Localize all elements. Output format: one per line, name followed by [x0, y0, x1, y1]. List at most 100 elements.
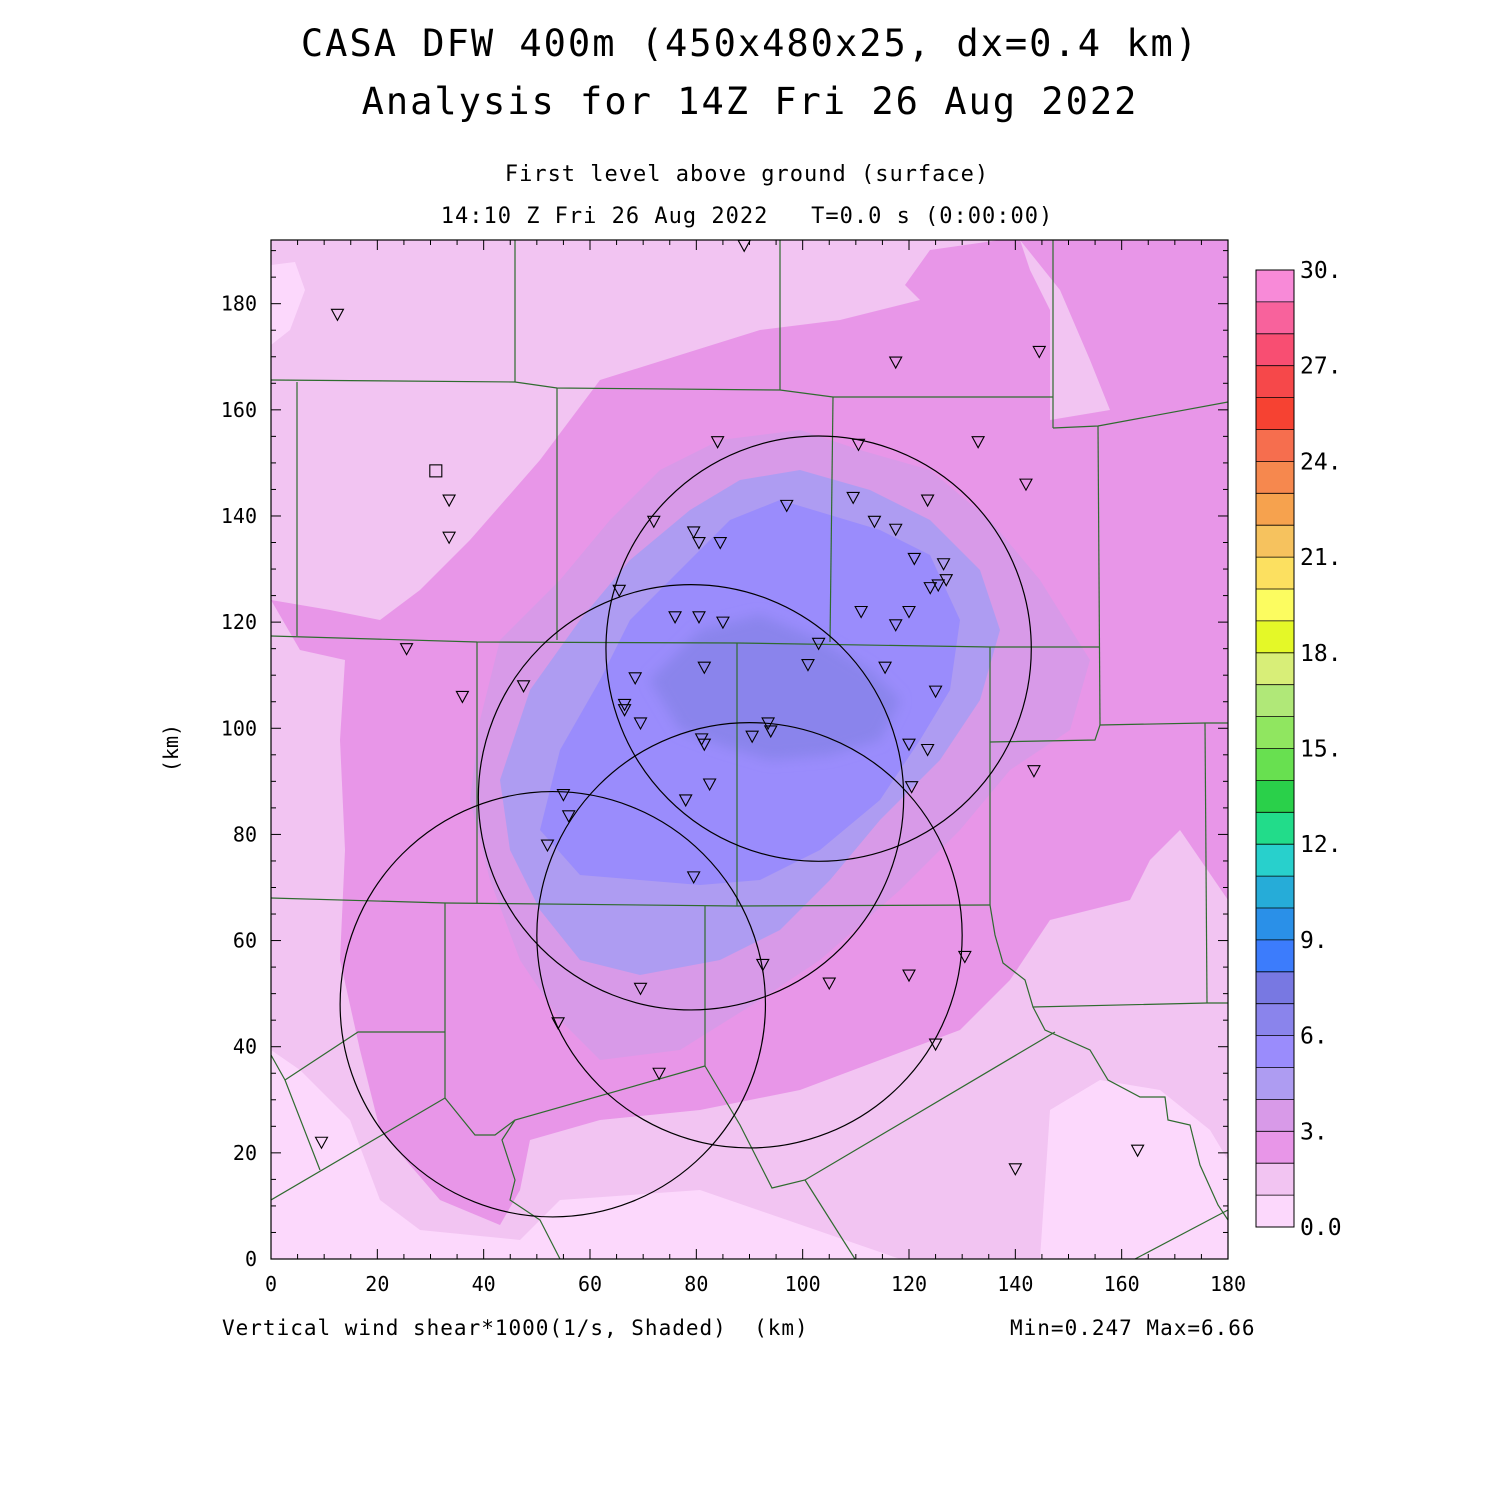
station-marker	[702, 778, 717, 792]
colorbar-swatch	[1256, 620, 1294, 654]
colorbar-swatch	[1256, 589, 1294, 622]
station-marker	[811, 637, 826, 651]
radar-ring-2	[477, 583, 905, 1011]
colorbar-swatch	[1256, 333, 1294, 367]
y-tick-label: 20	[233, 1141, 257, 1165]
colorbar-label: 9.	[1300, 928, 1328, 954]
x-tick-label: 180	[1210, 1272, 1246, 1296]
station-marker	[907, 552, 922, 566]
colorbar-swatch	[1256, 525, 1294, 558]
station-marker	[971, 436, 986, 449]
station-marker	[745, 730, 760, 744]
colorbar-label: 21.	[1300, 545, 1342, 571]
colorbar-swatch	[1256, 939, 1294, 973]
station-marker	[686, 871, 701, 885]
colorbar-swatch	[1256, 876, 1294, 909]
station-marker	[617, 704, 632, 717]
station-marker	[1019, 478, 1033, 492]
axis-ticks	[270, 240, 1229, 1260]
station-marker	[902, 969, 916, 983]
colorbar-swatch	[1256, 652, 1294, 686]
colorbar-swatch	[1256, 684, 1294, 718]
colorbar-label: 24.	[1300, 449, 1342, 475]
field-band-lightest-bottom-right	[1040, 1080, 1228, 1259]
station-marker	[442, 531, 457, 545]
shear-field	[271, 240, 1228, 1259]
y-tick-label: 160	[221, 398, 257, 422]
station-marker	[540, 839, 555, 853]
station-marker	[399, 643, 414, 656]
colorbar-swatch	[1256, 461, 1294, 494]
y-tick-label: 80	[233, 822, 257, 846]
station-marker	[516, 680, 531, 693]
station-marker	[846, 491, 861, 505]
x-tick-label: 120	[891, 1272, 927, 1296]
radar-ring-3	[536, 721, 963, 1149]
colorbar-label: 15.	[1300, 737, 1342, 763]
station-marker	[851, 438, 866, 452]
colorbar-swatch	[1256, 844, 1294, 877]
station-marker	[442, 494, 457, 508]
station-marker	[715, 616, 730, 630]
station-marker	[936, 558, 951, 571]
station-marker	[755, 958, 770, 972]
colorbar-swatch	[1256, 1099, 1294, 1132]
colorbar-swatch	[1256, 1131, 1294, 1164]
station-marker	[697, 738, 712, 752]
station-marker	[920, 743, 935, 757]
station-marker	[713, 536, 728, 550]
axis-tick-labels: 0 20 40 60 80 100 120 140 160 180 0 20 40 60 80 100 120 1…	[221, 292, 1246, 1296]
station-marker	[633, 982, 648, 996]
x-tick-label: 0	[265, 1272, 277, 1296]
colorbar-swatch	[1256, 812, 1294, 845]
colorbar-swatch	[1256, 1195, 1294, 1228]
colorbar	[1255, 269, 1295, 1228]
colorbar-swatch	[1256, 908, 1294, 941]
station-marker	[1008, 1163, 1023, 1176]
field-band-lightest-bottom-left	[271, 1050, 900, 1259]
chart-subtitle-level: First level above ground (surface)	[504, 162, 990, 187]
station-marker	[902, 738, 916, 752]
colorbar-swatch	[1256, 397, 1294, 430]
station-marker	[1027, 765, 1041, 778]
colorbar-swatch	[1256, 1067, 1294, 1100]
station-marker	[314, 1136, 329, 1150]
station-marker	[556, 789, 571, 802]
colorbar-label: 27.	[1300, 354, 1342, 380]
colorbar-swatch	[1256, 1003, 1294, 1037]
colorbar-swatch	[1256, 748, 1294, 781]
y-tick-label: 180	[221, 292, 257, 316]
station-marker	[888, 523, 903, 537]
field-band-6	[650, 615, 900, 760]
chart-title-line1: CASA DFW 400m (450x480x25, dx=0.4 km)	[300, 22, 1200, 65]
x-tick-label: 20	[365, 1272, 389, 1296]
y-tick-label: 140	[221, 504, 257, 528]
station-markers	[314, 239, 1145, 1176]
colorbar-label: 0.0	[1300, 1215, 1342, 1241]
y-tick-label: 120	[221, 610, 257, 634]
station-marker	[633, 717, 648, 731]
station-marker	[612, 584, 627, 598]
station-marker	[668, 611, 682, 624]
station-marker	[888, 356, 903, 370]
station-marker	[920, 494, 935, 508]
colorbar-swatch	[1256, 1163, 1294, 1196]
chart-subtitle-time: 14:10 Z Fri 26 Aug 2022 T=0.0 s (0:00:00…	[440, 204, 1054, 229]
radar-range-rings	[339, 435, 1032, 1218]
colorbar-labels: 0.0 3. 6. 9. 12. 15. 18. 21. 24. 27. 30.	[1300, 258, 1342, 1241]
colorbar-swatch	[1256, 270, 1294, 303]
x-tick-label: 140	[997, 1272, 1033, 1296]
colorbar-label: 12.	[1300, 832, 1342, 858]
station-marker	[763, 725, 778, 739]
station-marker	[697, 661, 712, 675]
y-tick-label: 100	[221, 716, 257, 740]
station-marker	[923, 582, 938, 595]
station-marker	[761, 717, 776, 731]
y-tick-label: 40	[233, 1035, 257, 1059]
radar-ring-1	[605, 435, 1032, 862]
station-marker	[779, 499, 794, 513]
x-tick-label: 160	[1104, 1272, 1140, 1296]
colorbar-label: 18.	[1300, 641, 1342, 667]
radar-ring-4	[339, 790, 767, 1218]
